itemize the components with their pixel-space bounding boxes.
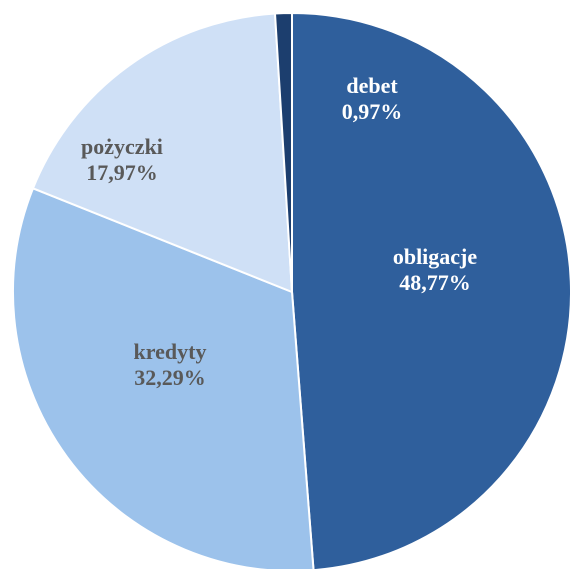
slice-label-name: pożyczki [81, 134, 163, 159]
pie-slice [291, 11, 570, 569]
slice-label-name: kredyty [134, 339, 207, 364]
pie-slice [273, 11, 293, 293]
slice-label-value: 48,77% [399, 270, 471, 295]
pie-slice [12, 187, 315, 569]
slice-label-name: debet [346, 73, 398, 98]
pie-slice [31, 12, 294, 294]
slice-label-value: 17,97% [86, 160, 158, 185]
slice-label-name: obligacje [393, 244, 478, 269]
slice-label-value: 32,29% [134, 365, 206, 390]
slice-label-value: 0,97% [342, 99, 403, 124]
